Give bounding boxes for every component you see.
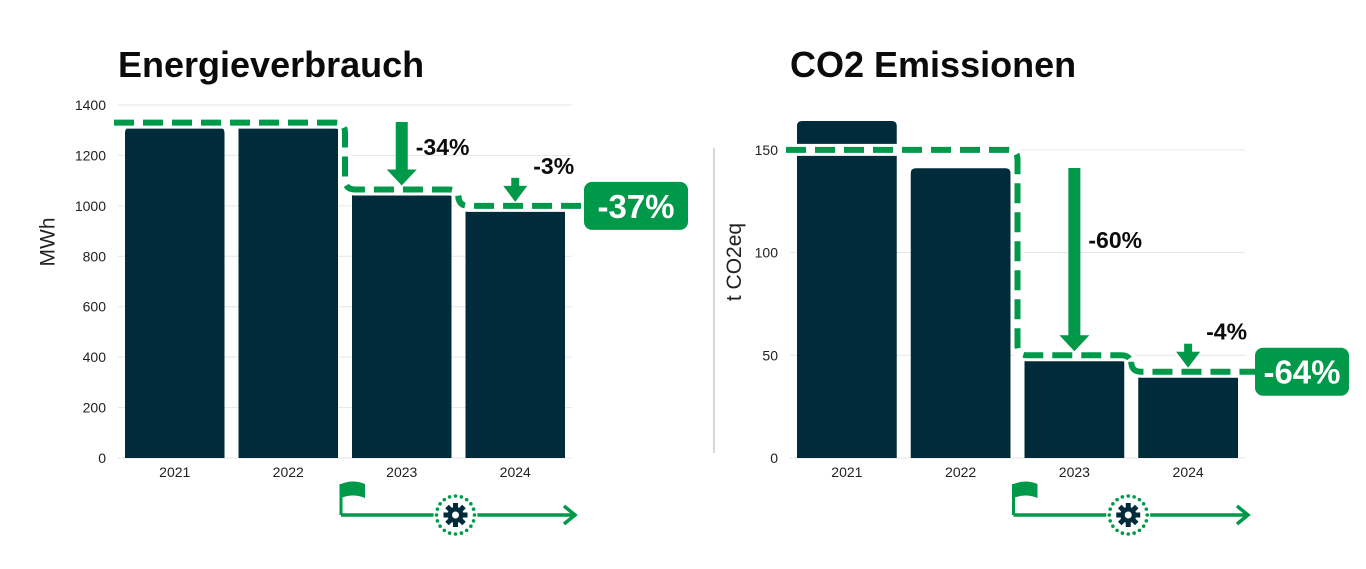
gear-ring-dot (438, 524, 442, 528)
x-tick-label: 2024 (1173, 464, 1204, 480)
gear-ring-dot (453, 532, 458, 536)
gear-tooth (1125, 503, 1131, 509)
y-tick-label: 50 (762, 347, 778, 363)
step-line (786, 146, 1256, 375)
gear-ring-dot (1137, 528, 1142, 533)
gear-ring-dot (1120, 495, 1125, 499)
energy-panel: Energieverbrauch MWh 0 200 400 600 800 1000 12… (37, 44, 688, 537)
chart-title: CO2 Emissionen (790, 44, 1077, 85)
gear-ring-dot (469, 524, 473, 528)
x-tick-label: 2021 (159, 464, 190, 480)
x-tick-label: 2022 (273, 464, 304, 480)
gear-ring-dot (435, 519, 440, 523)
gear-hole (1124, 511, 1132, 519)
chart-title: Energieverbrauch (118, 44, 425, 85)
arrow-head (1176, 351, 1201, 368)
gear-ring-dot (1126, 494, 1131, 498)
step-line (114, 119, 584, 209)
gear-ring-dot (1120, 531, 1125, 535)
total-change-label: -64% (1263, 354, 1340, 391)
gear-ring-dot (1115, 497, 1119, 502)
gear-ring-dot (464, 497, 469, 502)
x-tick-label: 2024 (500, 464, 531, 480)
x-tick-label: 2023 (386, 464, 417, 480)
gear-ring-dot (1108, 507, 1112, 511)
arrow-right-icon (562, 504, 578, 526)
gear-ring-dot (1111, 502, 1115, 506)
bar (797, 121, 897, 459)
bar (238, 118, 338, 458)
total-change-badge (1255, 347, 1349, 396)
gear-tooth (1125, 521, 1131, 527)
co2-panel: CO2 Emissionen t CO2eq 0 50 100 150 2021 2022… (700, 0, 1366, 569)
total-change-badge (584, 181, 688, 230)
y-tick-label: 600 (83, 299, 107, 315)
y-tick-label: 1000 (75, 198, 106, 214)
gear-ring-dot (1144, 519, 1149, 523)
gear-ring-dot (1137, 497, 1142, 502)
arrow-head (1059, 335, 1090, 352)
gear-ring-dot (442, 497, 447, 502)
gear-ring-dot (1132, 495, 1136, 499)
co2-chart: 0 50 100 150 2021 2022 2023 2024 -60% -4% -64% (755, 121, 1349, 537)
change-label: -34% (416, 134, 470, 160)
gear-ring-dot (471, 507, 476, 511)
change-label: -3% (533, 153, 574, 179)
gear-ring-dot (469, 502, 473, 506)
x-tick-label: 2022 (945, 464, 976, 480)
energy-chart: 0 200 400 600 800 1000 1200 1400 2021 2022 2023 202… (75, 97, 688, 537)
gear-ring-dot (1144, 507, 1149, 511)
gear-tooth (453, 521, 458, 527)
y-tick-label: 100 (755, 245, 779, 261)
y-tick-label: 1400 (75, 97, 106, 113)
arrow-head (386, 169, 417, 186)
gear-ring-dot (1107, 513, 1112, 517)
gear-ring-dot (435, 507, 440, 511)
gear-ring-dot (1126, 532, 1131, 536)
gear-ring-dot (438, 502, 442, 506)
y-tick-label: 150 (755, 142, 779, 158)
gear-ring-dot (464, 528, 469, 533)
bar (465, 205, 565, 458)
gear-ring-dot (1145, 513, 1150, 517)
gear-ring-dot (1141, 502, 1146, 506)
gear-hole (452, 511, 459, 519)
y-tick-label: 1200 (75, 147, 106, 163)
flag-icon (1013, 481, 1038, 498)
y-tick-label: 200 (83, 400, 107, 416)
y-tick-label: 0 (98, 450, 106, 466)
gear-ring-dot (471, 519, 476, 523)
bar (125, 127, 225, 458)
flag-icon (341, 481, 365, 498)
panel-divider (713, 148, 715, 453)
bar (1024, 357, 1125, 458)
gear-ring-dot (434, 513, 439, 517)
gear-ring-dot (1141, 524, 1146, 528)
gear-ring-dot (1111, 524, 1115, 528)
gear-ring-dot (1115, 528, 1119, 533)
gear-tooth (453, 503, 458, 509)
gear-ring-dot (472, 513, 477, 517)
gear-ring-dot (442, 528, 447, 533)
x-tick-label: 2021 (831, 464, 862, 480)
bar (352, 189, 452, 459)
gear-ring-dot (1108, 519, 1112, 523)
gear-ring-dot (453, 494, 458, 498)
gear-ring-dot (447, 495, 452, 499)
arrow-right-icon (1235, 504, 1251, 526)
y-tick-label: 400 (83, 349, 107, 365)
change-label: -4% (1206, 319, 1247, 345)
x-tick-label: 2023 (1059, 464, 1090, 480)
y-tick-label: 0 (770, 450, 778, 466)
bar (910, 168, 1011, 459)
gear-ring-dot (1132, 531, 1136, 535)
total-change-label: -37% (597, 188, 674, 225)
arrow-head (503, 185, 528, 202)
y-tick-label: 800 (83, 248, 107, 264)
change-label: -60% (1088, 227, 1142, 253)
gear-ring-dot (459, 531, 464, 535)
bar (1138, 373, 1238, 458)
gear-ring-dot (459, 495, 464, 499)
gear-ring-dot (447, 531, 452, 535)
